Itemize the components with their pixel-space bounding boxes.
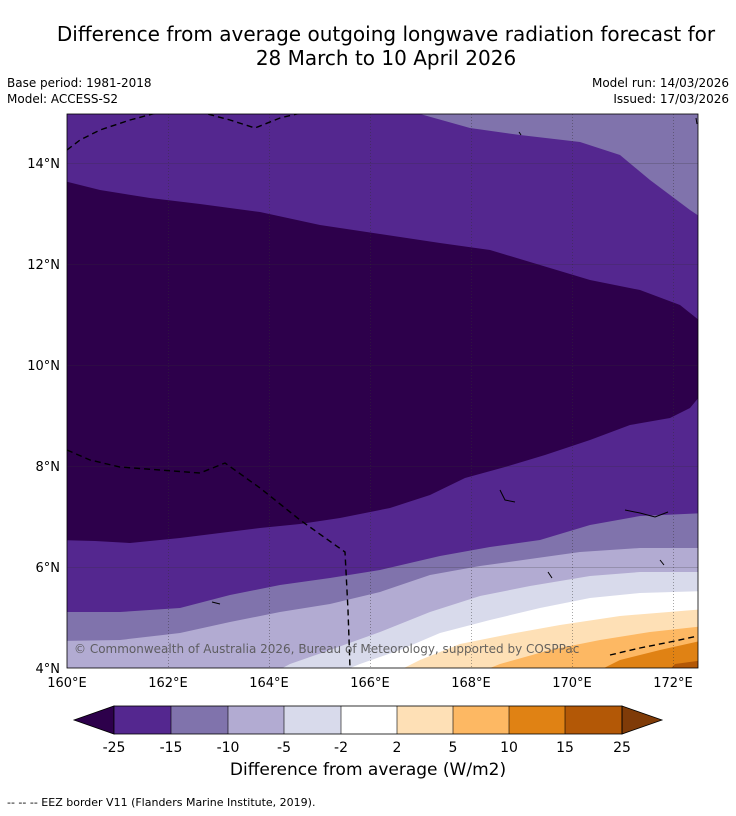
title-line-2: 28 March to 10 April 2026: [255, 46, 517, 70]
band-below-25: [67, 181, 698, 543]
map-copyright: © Commonwealth of Australia 2026, Bureau…: [74, 642, 579, 656]
band-10-15: [604, 641, 698, 668]
colorbar-label: 25: [613, 740, 631, 756]
colorbar-label: -5: [277, 740, 291, 756]
colorbar-labels: -25 -15 -10 -5 -2 2 5 10 15 25: [103, 740, 631, 756]
colorbar-swatch: [397, 706, 453, 734]
colorbar-frame: [113, 705, 623, 735]
y-tick: 4°N: [36, 662, 61, 677]
colorbar-swatch: [565, 706, 622, 734]
colorbar-label: 15: [556, 740, 574, 756]
issued-date: Issued: 17/03/2026: [613, 92, 729, 106]
colorbar-swatch: [453, 706, 509, 734]
islands: [211, 117, 698, 605]
band-15-25: [671, 660, 698, 668]
map-field: [67, 114, 698, 668]
colorbar-extend-high: [621, 705, 664, 735]
x-tick: 160°E: [47, 676, 87, 691]
x-tick: 172°E: [653, 676, 693, 691]
title-line-1: Difference from average outgoing longwav…: [56, 22, 716, 46]
map-frame: [66, 113, 699, 669]
colorbar-swatch: [341, 706, 397, 734]
colorbar-label: -25: [103, 740, 126, 756]
meta-left: Base period: 1981-2018 Model: ACCESS-S2: [7, 75, 152, 107]
colorbar-label: -10: [217, 740, 240, 756]
meta-right: Model run: 14/03/2026 Issued: 17/03/2026: [592, 75, 729, 107]
colorbar-label: 10: [500, 740, 518, 756]
colorbar-swatch: [228, 706, 284, 734]
y-tick: 6°N: [36, 561, 61, 576]
colorbar-label: 2: [393, 740, 402, 756]
colorbar-swatch: [284, 706, 341, 734]
y-tick: 12°N: [27, 258, 60, 273]
colorbar-label: 5: [449, 740, 458, 756]
gridlines: [168, 114, 674, 668]
colorbar-swatch: [114, 706, 171, 734]
x-tick: 170°E: [552, 676, 592, 691]
x-tick: 162°E: [148, 676, 188, 691]
colorbar-label: -15: [160, 740, 183, 756]
colorbar-label: -2: [334, 740, 348, 756]
colorbar-swatch: [509, 706, 565, 734]
x-axis-ticks: 160°E 162°E 164°E 166°E 168°E 170°E 172°…: [47, 676, 693, 691]
x-tick: 168°E: [451, 676, 491, 691]
colorbar-extend-low: [72, 705, 115, 735]
x-tick: 166°E: [350, 676, 390, 691]
y-axis-ticks: 14°N 12°N 10°N 8°N 6°N 4°N: [27, 157, 60, 677]
y-tick: 10°N: [27, 359, 60, 374]
x-tick: 164°E: [249, 676, 289, 691]
colorbar-title: Difference from average (W/m2): [229, 760, 507, 780]
eez-footnote: -- -- -- EEZ border V11 (Flanders Marine…: [7, 796, 316, 809]
band-15-10-top: [420, 114, 698, 216]
model-name: Model: ACCESS-S2: [7, 92, 119, 106]
colorbar-dividers: [170, 706, 566, 734]
colorbar: [72, 705, 664, 735]
y-tick: 14°N: [27, 157, 60, 172]
lat-gridlines: [67, 163, 698, 568]
colorbar-swatch: [171, 706, 228, 734]
base-period: Base period: 1981-2018: [7, 76, 152, 90]
y-tick: 8°N: [36, 460, 61, 475]
eez-borders: [67, 114, 698, 668]
chart-title: Difference from average outgoing longwav…: [0, 22, 736, 70]
model-run: Model run: 14/03/2026: [591, 76, 729, 90]
